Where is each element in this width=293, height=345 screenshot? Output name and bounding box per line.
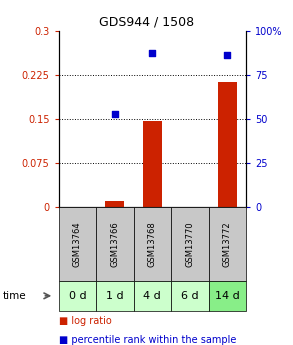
Point [113,111,117,117]
Point [225,52,230,58]
Bar [105,201,124,207]
Text: GSM13766: GSM13766 [110,221,119,267]
Text: 0 d: 0 d [69,291,86,301]
Text: GSM13772: GSM13772 [223,221,232,267]
Bar [218,82,237,207]
Text: 4 d: 4 d [144,291,161,301]
Text: 1 d: 1 d [106,291,124,301]
Point [150,50,155,56]
Text: ■ percentile rank within the sample: ■ percentile rank within the sample [59,335,236,345]
Text: GDS944 / 1508: GDS944 / 1508 [99,16,194,29]
Text: 6 d: 6 d [181,291,199,301]
Text: GSM13768: GSM13768 [148,221,157,267]
Text: time: time [3,291,27,301]
Text: 14 d: 14 d [215,291,240,301]
Text: GSM13770: GSM13770 [185,221,194,267]
Text: ■ log ratio: ■ log ratio [59,316,111,326]
Bar [143,121,162,207]
Text: GSM13764: GSM13764 [73,221,82,267]
